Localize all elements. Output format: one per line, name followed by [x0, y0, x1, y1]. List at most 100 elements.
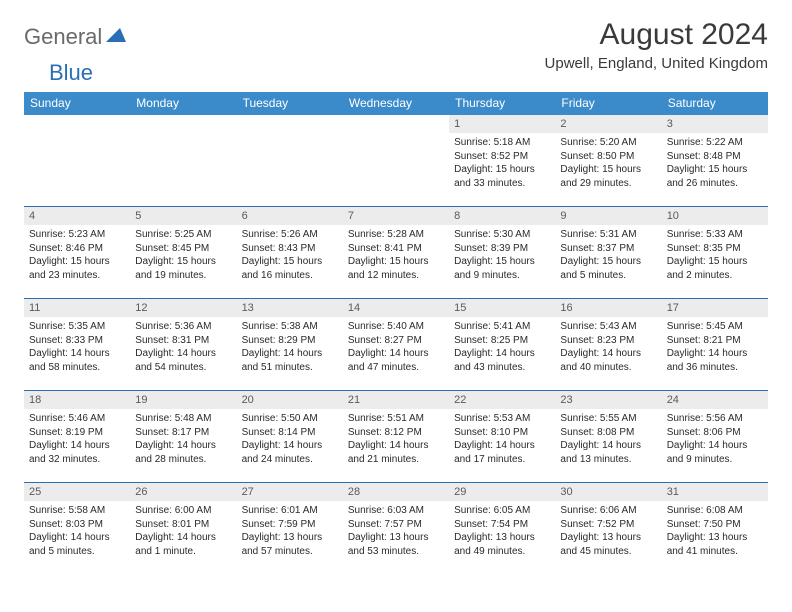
day-content: Sunrise: 6:08 AMSunset: 7:50 PMDaylight:…: [662, 501, 768, 562]
day-number: 16: [555, 299, 661, 317]
day-content: Sunrise: 5:38 AMSunset: 8:29 PMDaylight:…: [237, 317, 343, 378]
day-dl1: Daylight: 15 hours: [29, 255, 125, 269]
day-content: Sunrise: 6:05 AMSunset: 7:54 PMDaylight:…: [449, 501, 555, 562]
day-dl1: Daylight: 15 hours: [135, 255, 231, 269]
calendar-cell: 30Sunrise: 6:06 AMSunset: 7:52 PMDayligh…: [555, 483, 661, 575]
day-ss: Sunset: 8:12 PM: [348, 426, 444, 440]
day-dl1: Daylight: 15 hours: [560, 163, 656, 177]
day-sr: Sunrise: 5:50 AM: [242, 412, 338, 426]
day-content: Sunrise: 6:01 AMSunset: 7:59 PMDaylight:…: [237, 501, 343, 562]
calendar-week: 25Sunrise: 5:58 AMSunset: 8:03 PMDayligh…: [24, 483, 768, 575]
day-dl1: Daylight: 13 hours: [348, 531, 444, 545]
day-content: Sunrise: 5:25 AMSunset: 8:45 PMDaylight:…: [130, 225, 236, 286]
day-dl1: Daylight: 14 hours: [454, 347, 550, 361]
calendar-cell: 1Sunrise: 5:18 AMSunset: 8:52 PMDaylight…: [449, 115, 555, 207]
calendar-cell: [24, 115, 130, 207]
day-ss: Sunset: 8:39 PM: [454, 242, 550, 256]
day-number: 20: [237, 391, 343, 409]
calendar-cell: 11Sunrise: 5:35 AMSunset: 8:33 PMDayligh…: [24, 299, 130, 391]
day-dl2: and 54 minutes.: [135, 361, 231, 375]
day-sr: Sunrise: 5:31 AM: [560, 228, 656, 242]
day-content: Sunrise: 5:33 AMSunset: 8:35 PMDaylight:…: [662, 225, 768, 286]
day-sr: Sunrise: 5:26 AM: [242, 228, 338, 242]
day-dl1: Daylight: 14 hours: [29, 347, 125, 361]
day-content: Sunrise: 5:40 AMSunset: 8:27 PMDaylight:…: [343, 317, 449, 378]
day-dl1: Daylight: 13 hours: [560, 531, 656, 545]
day-number: 2: [555, 115, 661, 133]
calendar-table: Sunday Monday Tuesday Wednesday Thursday…: [24, 92, 768, 575]
day-dl2: and 9 minutes.: [454, 269, 550, 283]
calendar-cell: 21Sunrise: 5:51 AMSunset: 8:12 PMDayligh…: [343, 391, 449, 483]
logo-text-blue: Blue: [49, 60, 93, 85]
title-block: August 2024 Upwell, England, United King…: [545, 18, 768, 72]
day-sr: Sunrise: 5:41 AM: [454, 320, 550, 334]
day-ss: Sunset: 8:10 PM: [454, 426, 550, 440]
day-dl1: Daylight: 14 hours: [135, 439, 231, 453]
day-number: 26: [130, 483, 236, 501]
day-dl2: and 49 minutes.: [454, 545, 550, 559]
day-dl1: Daylight: 13 hours: [242, 531, 338, 545]
day-number: 29: [449, 483, 555, 501]
day-number: 6: [237, 207, 343, 225]
day-content: Sunrise: 5:23 AMSunset: 8:46 PMDaylight:…: [24, 225, 130, 286]
day-ss: Sunset: 7:50 PM: [667, 518, 763, 532]
day-dl1: Daylight: 14 hours: [29, 439, 125, 453]
day-sr: Sunrise: 5:55 AM: [560, 412, 656, 426]
day-ss: Sunset: 8:19 PM: [29, 426, 125, 440]
dayname-wednesday: Wednesday: [343, 92, 449, 115]
calendar-cell: 24Sunrise: 5:56 AMSunset: 8:06 PMDayligh…: [662, 391, 768, 483]
day-content: Sunrise: 6:00 AMSunset: 8:01 PMDaylight:…: [130, 501, 236, 562]
calendar-cell: 16Sunrise: 5:43 AMSunset: 8:23 PMDayligh…: [555, 299, 661, 391]
day-content: Sunrise: 5:46 AMSunset: 8:19 PMDaylight:…: [24, 409, 130, 470]
day-sr: Sunrise: 5:40 AM: [348, 320, 444, 334]
day-sr: Sunrise: 5:33 AM: [667, 228, 763, 242]
calendar-cell: 4Sunrise: 5:23 AMSunset: 8:46 PMDaylight…: [24, 207, 130, 299]
day-number: 30: [555, 483, 661, 501]
day-sr: Sunrise: 5:28 AM: [348, 228, 444, 242]
day-dl2: and 13 minutes.: [560, 453, 656, 467]
calendar-cell: 14Sunrise: 5:40 AMSunset: 8:27 PMDayligh…: [343, 299, 449, 391]
day-dl2: and 53 minutes.: [348, 545, 444, 559]
day-sr: Sunrise: 5:20 AM: [560, 136, 656, 150]
day-dl2: and 21 minutes.: [348, 453, 444, 467]
day-content: Sunrise: 5:48 AMSunset: 8:17 PMDaylight:…: [130, 409, 236, 470]
day-sr: Sunrise: 5:36 AM: [135, 320, 231, 334]
logo-text-general: General: [24, 24, 102, 50]
day-ss: Sunset: 8:48 PM: [667, 150, 763, 164]
dayname-friday: Friday: [555, 92, 661, 115]
day-number: 24: [662, 391, 768, 409]
day-number: 19: [130, 391, 236, 409]
day-sr: Sunrise: 5:45 AM: [667, 320, 763, 334]
calendar-cell: 15Sunrise: 5:41 AMSunset: 8:25 PMDayligh…: [449, 299, 555, 391]
day-dl1: Daylight: 14 hours: [242, 347, 338, 361]
calendar-cell: 26Sunrise: 6:00 AMSunset: 8:01 PMDayligh…: [130, 483, 236, 575]
calendar-cell: 29Sunrise: 6:05 AMSunset: 7:54 PMDayligh…: [449, 483, 555, 575]
day-content: Sunrise: 5:53 AMSunset: 8:10 PMDaylight:…: [449, 409, 555, 470]
day-number: 25: [24, 483, 130, 501]
day-ss: Sunset: 8:43 PM: [242, 242, 338, 256]
day-dl2: and 32 minutes.: [29, 453, 125, 467]
dayname-sunday: Sunday: [24, 92, 130, 115]
day-dl2: and 17 minutes.: [454, 453, 550, 467]
day-dl2: and 26 minutes.: [667, 177, 763, 191]
day-content: Sunrise: 5:56 AMSunset: 8:06 PMDaylight:…: [662, 409, 768, 470]
day-number: 31: [662, 483, 768, 501]
dayname-saturday: Saturday: [662, 92, 768, 115]
day-dl2: and 41 minutes.: [667, 545, 763, 559]
calendar-week: 4Sunrise: 5:23 AMSunset: 8:46 PMDaylight…: [24, 207, 768, 299]
calendar-cell: 12Sunrise: 5:36 AMSunset: 8:31 PMDayligh…: [130, 299, 236, 391]
day-dl2: and 33 minutes.: [454, 177, 550, 191]
calendar-cell: 31Sunrise: 6:08 AMSunset: 7:50 PMDayligh…: [662, 483, 768, 575]
day-dl1: Daylight: 15 hours: [242, 255, 338, 269]
calendar-cell: 6 Sunrise: 5:26 AMSunset: 8:43 PMDaylight…: [237, 207, 343, 299]
day-ss: Sunset: 8:41 PM: [348, 242, 444, 256]
day-number: [343, 115, 449, 119]
day-ss: Sunset: 7:54 PM: [454, 518, 550, 532]
day-dl2: and 2 minutes.: [667, 269, 763, 283]
day-sr: Sunrise: 6:01 AM: [242, 504, 338, 518]
day-sr: Sunrise: 6:06 AM: [560, 504, 656, 518]
day-sr: Sunrise: 5:38 AM: [242, 320, 338, 334]
calendar-cell: 20Sunrise: 5:50 AMSunset: 8:14 PMDayligh…: [237, 391, 343, 483]
day-dl1: Daylight: 14 hours: [29, 531, 125, 545]
day-dl2: and 19 minutes.: [135, 269, 231, 283]
